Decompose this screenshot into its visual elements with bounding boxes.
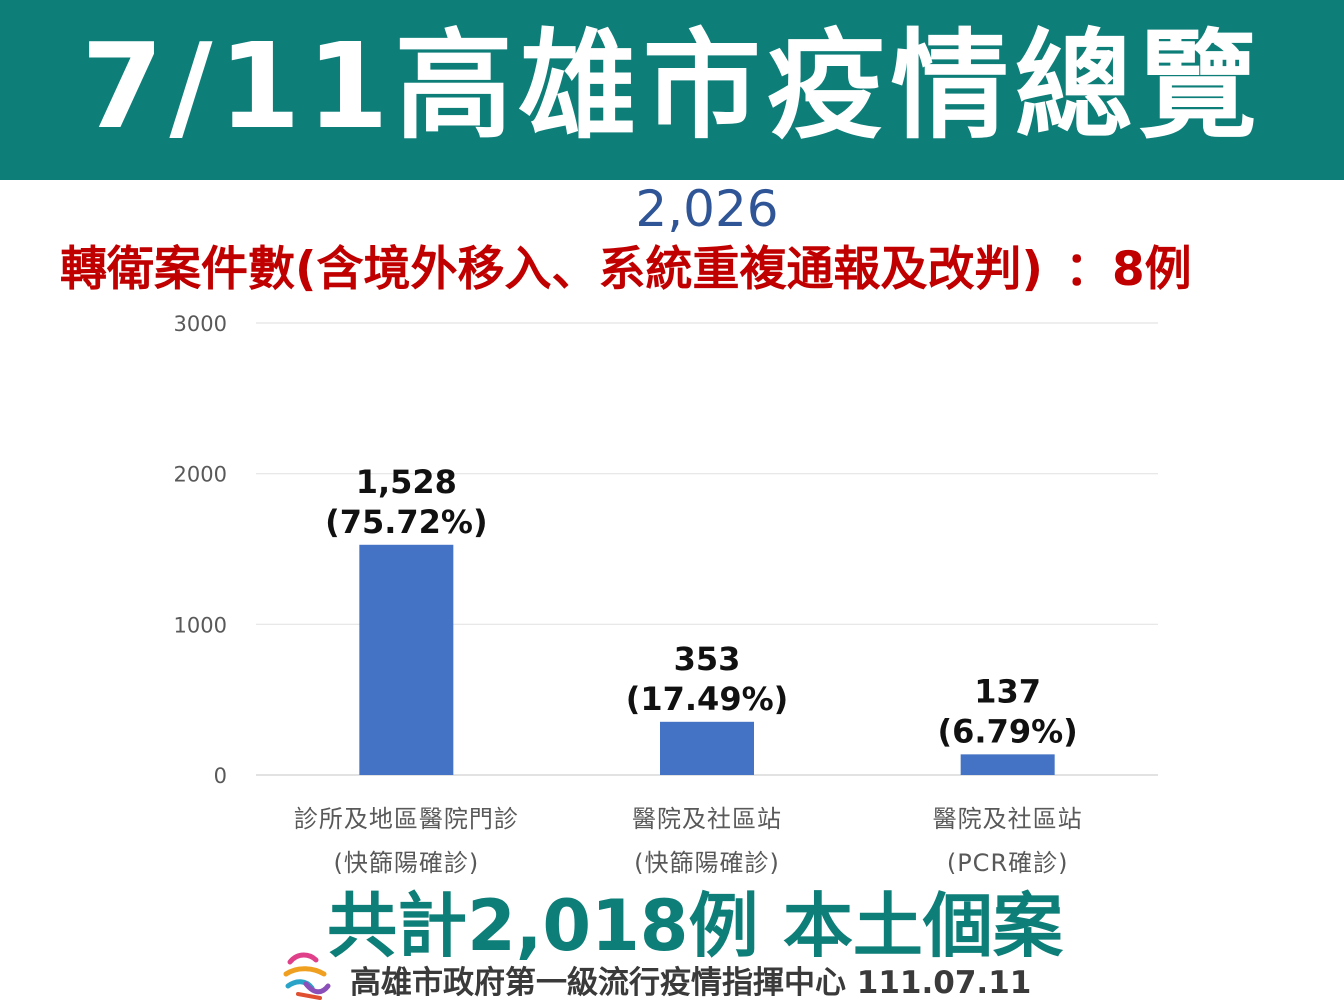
title-banner: 7/11高雄市疫情總覽 (0, 0, 1344, 180)
bar-chart: 0 1000 2000 3000 1,528(75.72%) 診所及地區醫院門診 (快篩陽確… (174, 312, 1158, 877)
data-label: (6.79%) (938, 712, 1078, 750)
summary-total: 共計2,018例 本土個案 (327, 885, 1063, 967)
x-category-label: 醫院及社區站 (632, 805, 782, 833)
referral-value: ：8例 (1064, 242, 1192, 297)
y-tick-label: 0 (214, 764, 227, 788)
y-tick-label: 1000 (174, 613, 227, 637)
data-label: (75.72%) (325, 503, 488, 541)
x-category-label: 醫院及社區站 (933, 805, 1083, 833)
bar (359, 544, 454, 775)
x-category-label: (快篩陽確診) (333, 849, 479, 877)
data-label: 353 (674, 640, 741, 678)
referral-label: 轉衛案件數(含境外移入、系統重複通報及改判) (60, 242, 1043, 297)
data-label: (17.49%) (626, 680, 789, 718)
data-label: 1,528 (356, 463, 457, 501)
kaohsiung-city-logo-icon (283, 952, 331, 1000)
x-category-label: (PCR確診) (947, 849, 1069, 877)
y-tick-label: 3000 (174, 312, 227, 336)
bar (960, 754, 1055, 775)
data-label: 137 (974, 672, 1041, 710)
y-tick-label: 2000 (174, 463, 227, 487)
x-category-label: 診所及地區醫院門診 (294, 805, 519, 833)
page-title: 7/11高雄市疫情總覽 (81, 17, 1263, 155)
footer: 高雄市政府第一級流行疫情指揮中心 111.07.11 (276, 944, 1276, 1004)
referral-note: 轉衛案件數(含境外移入、系統重複通報及改判) ：8例 (60, 240, 1300, 300)
footer-org: 高雄市政府第一級流行疫情指揮中心 111.07.11 (350, 964, 1032, 1001)
bar (660, 721, 754, 775)
x-category-label: (快篩陽確診) (634, 849, 780, 877)
total-cases: 2,026 (635, 180, 779, 238)
